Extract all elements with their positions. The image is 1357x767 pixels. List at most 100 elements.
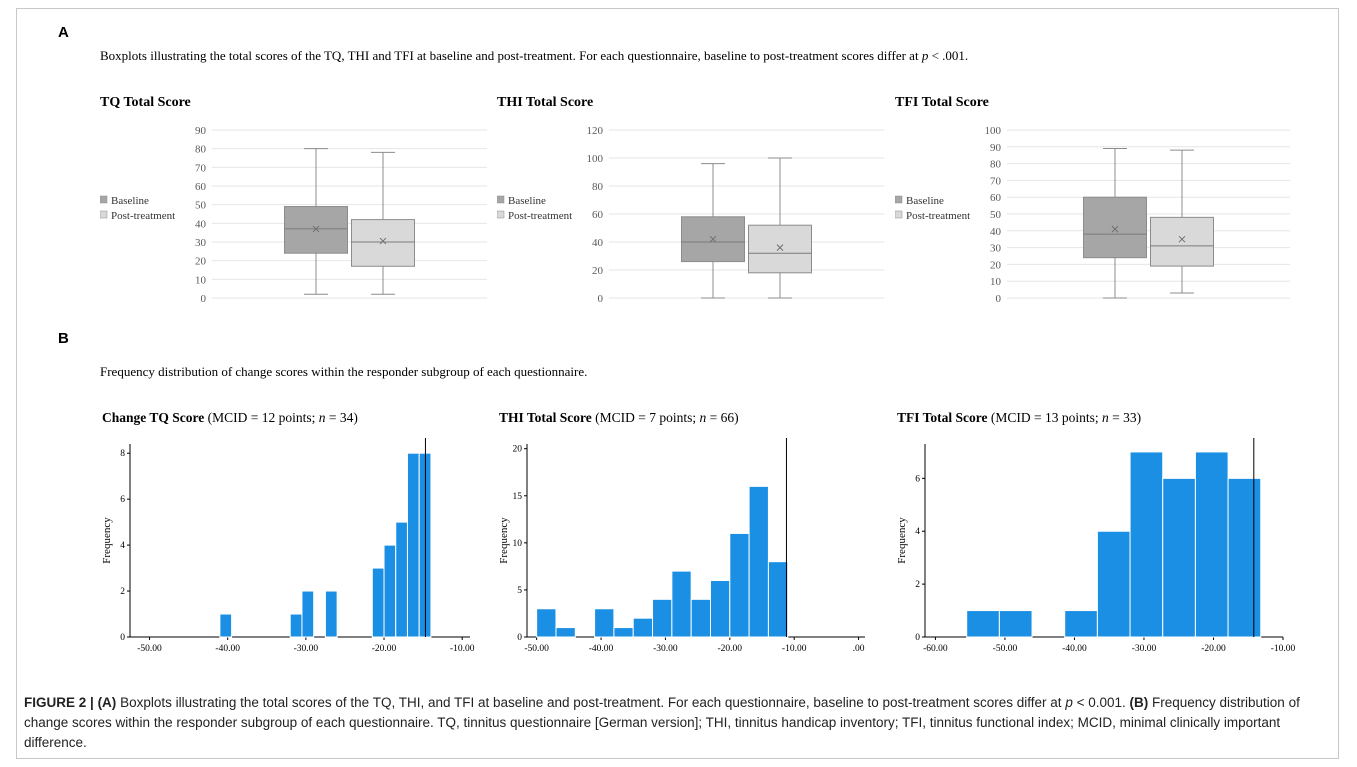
histogram-title-rest: (MCID = 13 points; [988,410,1103,425]
y-tick-label: 4 [120,541,125,551]
figure-caption: FIGURE 2 | (A) Boxplots illustrating the… [24,693,1324,753]
histogram-bar [652,598,673,638]
mean-marker [1111,225,1119,233]
y-tick-label: 90 [195,125,207,137]
box-iqr [351,219,415,267]
y-tick-label: 5 [517,586,522,596]
histogram-title: Change TQ Score (MCID = 12 points; n = 3… [102,410,358,425]
y-tick-label: 80 [990,159,1002,171]
histogram-bar [1096,530,1131,638]
y-tick-label: 0 [517,633,522,643]
boxplot-tfi: TFI Total Score 0 10 20 30 40 50 60 70 80 90 100 Bas… [894,88,1295,310]
caption-a-label: (A) [97,695,117,710]
histogram-bar [767,561,789,638]
y-tick-label: 80 [195,144,207,156]
histogram-title-rest: (MCID = 12 points; [204,410,319,425]
histogram-bar [536,608,557,638]
caption-b-text: Frequency distribution of change scores … [24,695,1300,750]
y-tick-label: 10 [990,276,1002,288]
y-tick-label: 120 [587,125,604,137]
panel-b-letter: B [58,330,69,347]
y-tick-label: 100 [587,153,604,165]
histogram-bar [1162,477,1196,638]
x-tick-label: -30.00 [653,644,678,654]
y-tick-label: 10 [513,539,523,549]
panel-a-description: Boxplots illustrating the total scores o… [100,48,968,64]
boxplot-tq-svg: TQ Total Score 0 10 20 30 40 50 60 70 80 90 Baselin… [99,95,487,305]
boxplot-tq: TQ Total Score 0 10 20 30 40 50 60 70 80 90 Baselin… [99,88,492,310]
histogram-bar [219,613,233,638]
histogram-bar [406,452,420,638]
box-iqr [748,224,812,274]
y-tick-label: 30 [990,243,1002,255]
caption-p-text: < 0.001. [1072,695,1130,710]
histogram-tfi-svg: TFI Total Score (MCID = 13 points; n = 3… [896,410,1296,654]
box-post-treatment [748,157,812,299]
caption-a-text: Boxplots illustrating the total scores o… [116,695,1066,710]
y-tick-label: 60 [990,192,1002,204]
legend-swatch [894,210,903,219]
y-axis-label: Frequency [101,517,113,564]
box-iqr [1083,196,1147,259]
histogram-bar [998,610,1033,638]
x-tick-label: .00 [853,644,865,654]
histogram-bar [395,521,408,638]
y-tick-label: 50 [990,209,1002,221]
y-tick-label: 40 [195,218,207,230]
y-tick-label: 20 [513,445,523,455]
x-tick-label: -20.00 [1201,644,1226,654]
y-tick-label: 0 [598,293,604,305]
y-tick-label: 60 [592,209,604,221]
chart-title: TQ Total Score [100,95,191,110]
y-axis-label: Frequency [498,517,510,564]
y-tick-label: 4 [915,527,920,537]
legend-label: Post-treatment [111,210,175,222]
y-tick-label: 60 [195,181,207,193]
y-tick-label: 20 [990,259,1002,271]
box-baseline [1083,147,1147,299]
x-tick-label: -30.00 [294,644,319,654]
x-tick-label: -20.00 [372,644,397,654]
y-tick-label: 40 [592,237,604,249]
x-tick-label: -10.00 [450,644,475,654]
panel-a-letter: A [58,24,69,41]
y-tick-label: 20 [195,256,207,268]
y-tick-label: 15 [513,492,523,502]
y-axis-label: Frequency [896,517,908,564]
caption-figure-label: FIGURE 2 | [24,695,94,710]
legend-label: Post-treatment [906,210,970,222]
histogram-bar [632,617,654,638]
legend-label: Baseline [111,195,149,207]
mean-marker [776,244,784,251]
histogram-title: THI Total Score (MCID = 7 points; n = 66… [499,410,739,425]
histogram-bar [1064,610,1098,638]
box-iqr [1150,216,1214,267]
histogram-bar [594,608,615,638]
y-tick-label: 50 [195,200,207,212]
legend-label: Baseline [508,195,546,207]
histogram-bar [966,610,1000,638]
y-tick-label: 20 [592,265,604,277]
histogram-title-n: n [700,410,707,425]
mean-marker [709,235,717,243]
panel-b-description: Frequency distribution of change scores … [100,364,588,379]
legend-label: Post-treatment [508,210,572,222]
boxplot-tfi-svg: TFI Total Score 0 10 20 30 40 50 60 70 80 90 100 Bas… [894,95,1290,305]
histogram-bar [383,544,397,638]
y-tick-label: 0 [120,633,125,643]
box-post-treatment [351,151,415,295]
histogram-bar [613,627,634,638]
legend-swatch [496,210,505,219]
y-tick-label: 0 [996,293,1002,305]
box-post-treatment [1150,149,1214,294]
y-tick-label: 70 [195,162,207,174]
histogram-title-n: n [319,410,326,425]
histogram-bar [671,570,692,638]
x-tick-label: -20.00 [718,644,743,654]
y-tick-label: 70 [990,175,1002,187]
y-tick-label: 6 [915,474,920,484]
histogram-title-count: = 34) [326,410,358,425]
histogram-bar [324,590,338,638]
histogram-title: TFI Total Score (MCID = 13 points; n = 3… [897,410,1141,425]
